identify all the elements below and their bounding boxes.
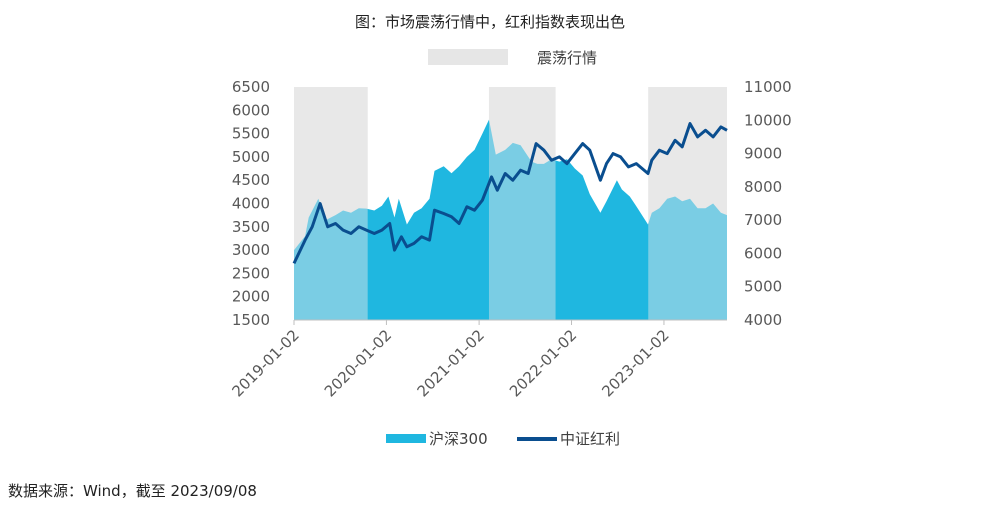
y-left-tick-label: 5500	[232, 125, 270, 143]
band-legend-label: 震荡行情	[537, 49, 597, 67]
legend-label-hs300: 沪深300	[429, 430, 488, 448]
x-tick-label: 2023-01-02	[598, 326, 672, 400]
y-right-tick-label: 4000	[744, 311, 782, 329]
y-left-tick-label: 6500	[232, 78, 270, 96]
chart: 图：市场震荡行情中，红利指数表现出色 震荡行情 1500 2000 2500 3000…	[228, 13, 792, 448]
y-right-tick-label: 7000	[744, 211, 782, 229]
shaded-overlay-1	[488, 87, 556, 320]
y-right-tick-label: 9000	[744, 145, 782, 163]
shaded-overlay-0	[294, 87, 368, 320]
x-tick-label: 2021-01-02	[414, 326, 488, 400]
y-left-tick-label: 5000	[232, 148, 270, 166]
y-axis-left: 1500 2000 2500 3000 3500 4000 4500 5000 5500 6000…	[232, 78, 270, 329]
x-tick-label: 2022-01-02	[506, 326, 580, 400]
y-right-tick-label: 11000	[744, 78, 792, 96]
y-left-tick-label: 3500	[232, 218, 270, 236]
shaded-overlay-2	[648, 87, 727, 320]
x-tick-label: 2019-01-02	[228, 326, 302, 400]
y-left-tick-label: 2500	[232, 264, 270, 282]
y-left-tick-label: 1500	[232, 311, 270, 329]
source-note: 数据来源：Wind，截至 2023/09/08	[8, 482, 257, 500]
y-left-tick-label: 6000	[232, 101, 270, 119]
csi-dividend-line-layer	[292, 122, 728, 265]
hs300-area-layer	[294, 119, 727, 320]
x-tick-label: 2020-01-02	[321, 326, 395, 400]
chart-title: 图：市场震荡行情中，红利指数表现出色	[355, 13, 625, 31]
x-axis: 2019-01-02 2020-01-02 2021-01-02 2022-01-02…	[228, 320, 673, 400]
y-left-tick-label: 3000	[232, 241, 270, 259]
y-axis-right: 4000 5000 6000 7000 8000 9000 10000 11000	[744, 78, 792, 329]
y-right-tick-label: 6000	[744, 244, 782, 262]
y-left-tick-label: 4500	[232, 171, 270, 189]
y-right-tick-label: 5000	[744, 278, 782, 296]
y-right-tick-label: 10000	[744, 111, 792, 129]
y-left-tick-label: 2000	[232, 288, 270, 306]
series-line-csi-dividend	[292, 122, 728, 265]
y-right-tick-label: 8000	[744, 178, 782, 196]
legend-swatch-hs300	[386, 434, 426, 443]
band-overlays	[294, 87, 727, 320]
legend-label-csi-dividend: 中证红利	[560, 430, 620, 448]
series-area-hs300	[294, 119, 727, 320]
band-legend-swatch	[428, 49, 508, 65]
y-left-tick-label: 4000	[232, 195, 270, 213]
